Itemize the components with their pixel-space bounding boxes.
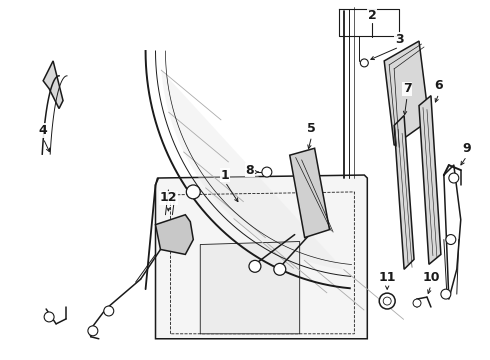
Circle shape <box>274 264 286 275</box>
Circle shape <box>413 299 421 307</box>
Circle shape <box>446 235 456 244</box>
Polygon shape <box>43 61 63 109</box>
Text: 11: 11 <box>378 271 396 284</box>
Polygon shape <box>155 215 193 255</box>
Circle shape <box>44 312 54 322</box>
Circle shape <box>383 297 391 305</box>
Circle shape <box>249 260 261 272</box>
Circle shape <box>441 289 451 299</box>
Circle shape <box>262 167 272 177</box>
Polygon shape <box>419 96 441 264</box>
Text: 5: 5 <box>307 122 316 135</box>
Text: 7: 7 <box>403 82 412 95</box>
Circle shape <box>379 293 395 309</box>
Polygon shape <box>161 70 344 270</box>
Polygon shape <box>290 148 329 238</box>
Text: 9: 9 <box>463 142 471 155</box>
Polygon shape <box>384 41 429 145</box>
Text: 10: 10 <box>422 271 440 284</box>
Text: 12: 12 <box>160 192 177 204</box>
Circle shape <box>360 59 368 67</box>
Text: 4: 4 <box>39 124 48 137</box>
Text: 8: 8 <box>245 163 254 176</box>
Polygon shape <box>200 242 300 334</box>
Text: 2: 2 <box>368 9 377 22</box>
Circle shape <box>449 173 459 183</box>
Circle shape <box>186 185 200 199</box>
Text: 6: 6 <box>435 79 443 92</box>
Polygon shape <box>394 116 414 269</box>
Polygon shape <box>155 175 368 339</box>
Text: 1: 1 <box>220 168 229 181</box>
Circle shape <box>88 326 98 336</box>
Text: 3: 3 <box>395 33 403 46</box>
Circle shape <box>104 306 114 316</box>
